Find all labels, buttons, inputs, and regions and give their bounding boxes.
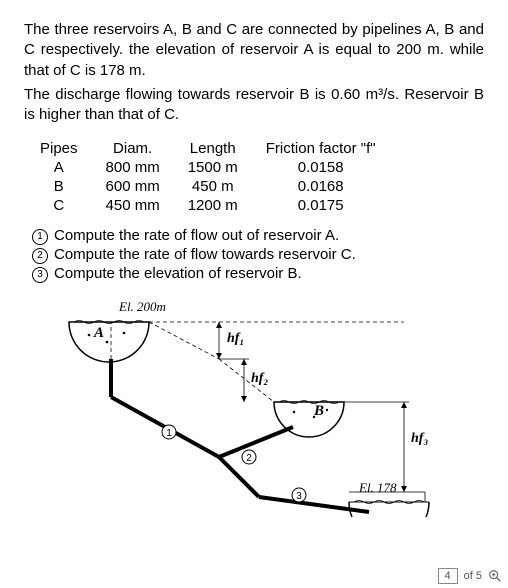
reservoir-diagram: El. 200m A B El. 178 hf₃ 1 2 3 hf₁ — [24, 297, 484, 517]
label-A: A — [93, 325, 104, 341]
pipe-1-num: 1 — [166, 428, 172, 439]
cell: 800 mm — [92, 158, 174, 177]
cell: B — [26, 177, 92, 196]
table-header-row: Pipes Diam. Length Friction factor "f" — [26, 139, 390, 158]
table-row: B 600 mm 450 m 0.0168 — [26, 177, 390, 196]
question-text: Compute the rate of flow out of reservoi… — [54, 227, 339, 244]
cell: 1500 m — [174, 158, 252, 177]
questions: 1 Compute the rate of flow out of reservo… — [32, 227, 484, 283]
question-text: Compute the rate of flow towards reservo… — [54, 246, 356, 263]
cell: 0.0158 — [252, 158, 390, 177]
pipe-2 — [219, 427, 293, 457]
cell: 0.0168 — [252, 177, 390, 196]
label-B: B — [313, 403, 324, 419]
question-number-icon: 1 — [32, 229, 48, 245]
page-number: 4 — [438, 568, 458, 584]
problem-paragraph-1: The three reservoirs A, B and C are conn… — [24, 20, 484, 81]
page-of: of 5 — [464, 570, 482, 582]
label-hf3: hf₃ — [411, 431, 428, 446]
question-2: 2 Compute the rate of flow towards reserv… — [32, 246, 484, 264]
reservoir-c-icon — [349, 501, 429, 518]
question-number-icon: 3 — [32, 267, 48, 283]
zoom-in-icon[interactable] — [488, 569, 502, 583]
question-3: 3 Compute the elevation of reservoir B. — [32, 265, 484, 283]
question-1: 1 Compute the rate of flow out of reservo… — [32, 227, 484, 245]
label-hf1: hf₁ — [227, 331, 244, 346]
cell: 1200 m — [174, 196, 252, 215]
cell: 450 m — [174, 177, 252, 196]
pipe-3-num: 3 — [296, 491, 302, 502]
cell: C — [26, 196, 92, 215]
col-pipes: Pipes — [26, 139, 92, 158]
cell: 450 mm — [92, 196, 174, 215]
page-footer: 4 of 5 — [438, 568, 502, 584]
cell: 0.0175 — [252, 196, 390, 215]
col-length: Length — [174, 139, 252, 158]
question-number-icon: 2 — [32, 248, 48, 264]
cell: 600 mm — [92, 177, 174, 196]
label-hf2: hf₂ — [251, 371, 268, 386]
col-diam: Diam. — [92, 139, 174, 158]
table-row: A 800 mm 1500 m 0.0158 — [26, 158, 390, 177]
reservoir-a-icon — [69, 321, 149, 363]
problem-paragraph-2: The discharge flowing towards reservoir … — [24, 85, 484, 126]
table-row: C 450 mm 1200 m 0.0175 — [26, 196, 390, 215]
col-f: Friction factor "f" — [252, 139, 390, 158]
pipes-table: Pipes Diam. Length Friction factor "f" A… — [26, 139, 390, 215]
label-elC: El. 178 — [358, 480, 397, 495]
pipe-2-num: 2 — [246, 453, 252, 464]
question-text: Compute the elevation of reservoir B. — [54, 265, 302, 282]
cell: A — [26, 158, 92, 177]
label-elA: El. 200m — [118, 299, 166, 314]
